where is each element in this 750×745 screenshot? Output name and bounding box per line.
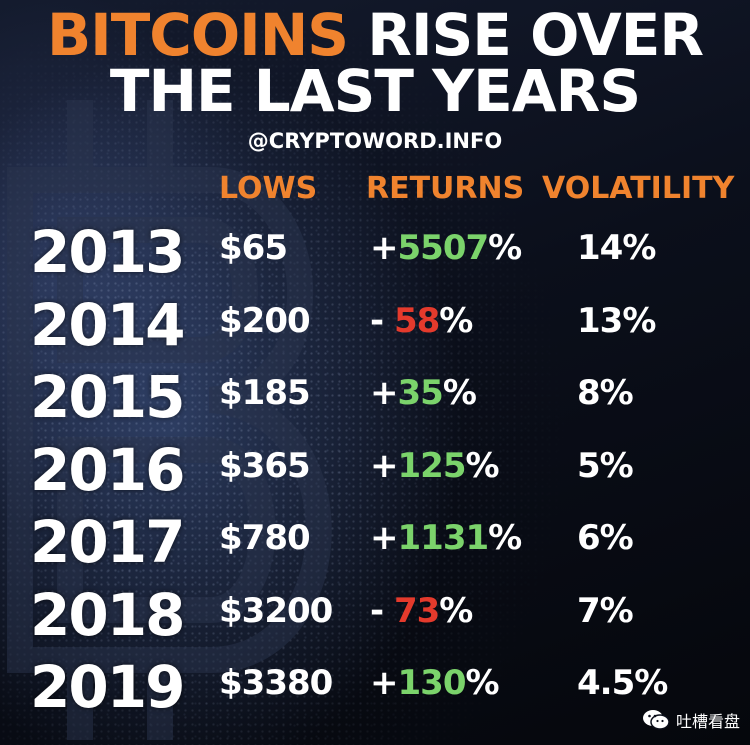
low-price: $780: [219, 518, 311, 558]
table-row: 2014 $200 - 58% 13%: [0, 291, 750, 363]
low-price: $200: [219, 300, 311, 341]
volatility-value: 14%: [577, 228, 656, 268]
source-handle: @CRYPTOWORD.INFO: [247, 129, 503, 153]
volatility-value: 6%: [577, 518, 634, 558]
return-number: 5507: [397, 228, 490, 268]
table-row: 2018 $3200- 73% 7%: [0, 581, 750, 653]
return-sign: +: [370, 373, 398, 413]
return-sign: -: [370, 590, 394, 631]
table-row: 2016 $365 +125% 5%: [0, 436, 750, 508]
table-row: 2013 $65 +5507% 14%: [0, 218, 750, 290]
low-price: $65: [219, 228, 288, 268]
column-header-returns: RETURNS: [366, 171, 525, 206]
return-percent-sign: %: [442, 373, 477, 413]
return-sign: -: [370, 300, 394, 341]
return-percent-sign: %: [439, 590, 473, 631]
volatility-value: 5%: [577, 445, 634, 486]
return-value: - 58%: [370, 300, 473, 341]
return-number: 1131: [397, 518, 490, 558]
return-percent-sign: %: [465, 445, 499, 486]
table-row: 2017 $780 +1131% 6%: [0, 508, 750, 580]
low-price: $3380: [219, 663, 333, 703]
wechat-icon: [642, 710, 670, 730]
year-label: 2014: [30, 290, 185, 359]
title-highlight: BITCOINS: [46, 1, 349, 69]
volatility-value: 7%: [577, 590, 634, 631]
return-percent-sign: %: [488, 228, 522, 268]
table-row: 2019 $3380 +130% 4.5%: [0, 653, 750, 725]
return-percent-sign: %: [439, 300, 473, 341]
return-sign: +: [370, 518, 398, 558]
return-value: +125%: [370, 445, 500, 486]
return-sign: +: [370, 445, 398, 486]
volatility-value: 13%: [577, 300, 656, 341]
low-price: $365: [219, 445, 311, 486]
return-number: 35: [397, 373, 444, 413]
year-label: 2018: [30, 580, 185, 649]
return-value: +1131%: [370, 518, 522, 558]
return-value: +130%: [370, 663, 500, 703]
title-line1-rest: RISE OVER: [367, 1, 704, 69]
year-label: 2016: [30, 435, 185, 504]
return-number: 73: [393, 590, 440, 631]
return-number: 130: [397, 663, 467, 703]
page-title: BITCOINS RISE OVER: [0, 6, 750, 64]
year-label: 2015: [30, 363, 185, 431]
return-value: - 73%: [370, 590, 473, 631]
bitcoin-symbol-icon: [7, 100, 332, 740]
column-header-lows: LOWS: [219, 171, 318, 206]
volatility-value: 4.5%: [577, 663, 668, 703]
volatility-value: 8%: [577, 373, 634, 413]
return-number: 58: [393, 300, 440, 341]
year-label: 2013: [30, 218, 185, 286]
return-value: +5507%: [370, 228, 522, 268]
return-percent-sign: %: [465, 663, 499, 703]
low-price: $3200: [219, 590, 333, 631]
return-value: +35%: [370, 373, 477, 413]
low-price: $185: [219, 373, 311, 413]
wechat-account-label: 吐槽看盘: [675, 712, 740, 731]
return-percent-sign: %: [488, 518, 522, 558]
table-row: 2015 $185 +35% 8%: [0, 363, 750, 435]
year-label: 2019: [30, 653, 185, 721]
return-number: 125: [397, 445, 467, 486]
return-sign: +: [370, 663, 398, 703]
wechat-watermark: 吐槽看盘: [642, 707, 740, 733]
return-sign: +: [370, 228, 398, 268]
page-title-line2: THE LAST YEARS: [109, 57, 641, 125]
column-header-volatility: VOLATILITY: [542, 171, 735, 206]
year-label: 2017: [30, 508, 185, 576]
